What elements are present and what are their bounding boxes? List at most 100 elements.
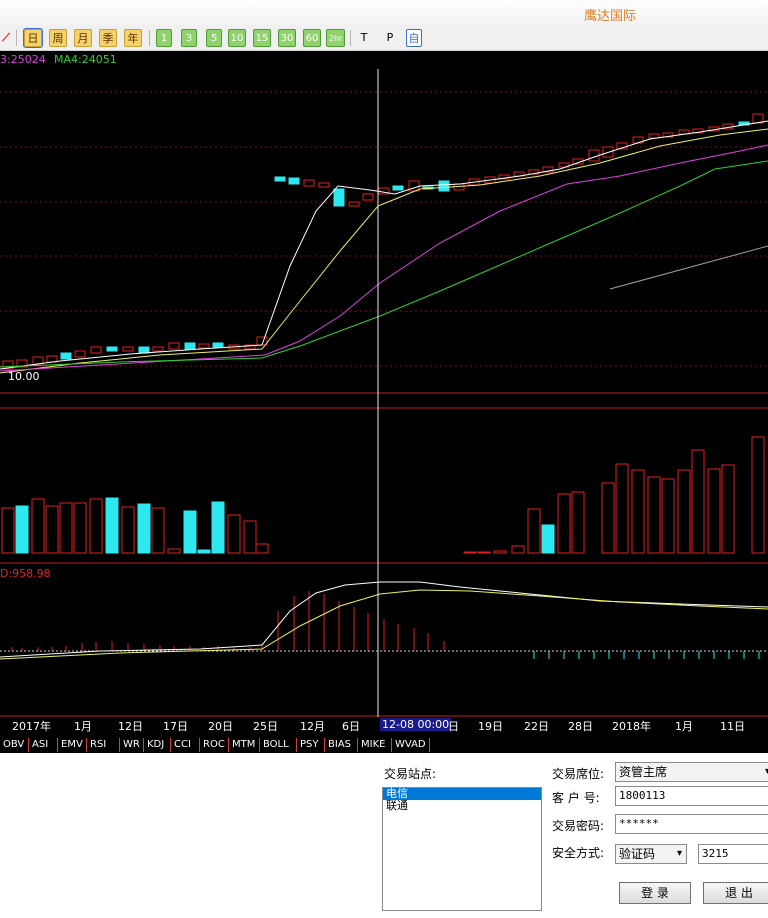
chevron-down-icon: ▾ <box>676 848 682 859</box>
date-axis-label: 17日 <box>163 720 188 733</box>
date-axis-label: 25日 <box>253 720 278 733</box>
volume-bar <box>677 469 691 554</box>
volume-bar <box>255 543 269 554</box>
minute-5-button[interactable]: 5 <box>206 29 222 47</box>
volume-bar <box>557 493 571 554</box>
captcha-field[interactable]: 3215 <box>698 844 768 864</box>
period-day-button[interactable]: 日 <box>23 28 43 48</box>
tick-chart-button[interactable]: T <box>360 31 368 44</box>
chevron-down-icon: ▾ <box>764 766 768 777</box>
volume-bar <box>721 464 735 554</box>
candle <box>572 158 584 165</box>
candle <box>333 188 345 207</box>
tab-mike[interactable]: MIKE <box>358 738 392 752</box>
draw-line-icon[interactable]: ⟋ <box>2 31 10 44</box>
minute-10-button[interactable]: 10 <box>228 29 246 47</box>
date-axis-label: 日 <box>448 720 459 733</box>
minute-1-button[interactable]: 1 <box>156 29 172 47</box>
tab-emv[interactable]: EMV <box>58 738 87 752</box>
candle <box>392 185 404 191</box>
date-axis-label: 28日 <box>568 720 593 733</box>
minute-15-button[interactable]: 15 <box>253 29 271 47</box>
minute-3-button[interactable]: 3 <box>181 29 197 47</box>
candle <box>74 350 86 358</box>
chart-canvas[interactable] <box>0 51 768 737</box>
indicator-tabs: OBV ASI EMV RSI WR KDJ CCI ROC MTM BOLL PSY BIAS MIK… <box>0 737 768 753</box>
volume-bar <box>137 503 151 554</box>
tab-bias[interactable]: BIAS <box>325 738 358 752</box>
seat-select[interactable]: 资管主席 ▾ <box>615 762 768 782</box>
volume-bar <box>45 505 59 554</box>
volume-bar <box>211 501 225 554</box>
volume-bar <box>493 550 507 554</box>
date-axis-label: 2017年 <box>12 720 51 733</box>
volume-bar <box>647 476 661 554</box>
exit-button[interactable]: 退 出 <box>703 882 768 904</box>
volume-bar <box>541 524 555 554</box>
candle <box>90 346 102 354</box>
minute-60-button[interactable]: 60 <box>303 29 321 47</box>
date-axis-label: 19日 <box>478 720 503 733</box>
tab-wvad[interactable]: WVAD <box>392 738 430 752</box>
ma4-line <box>0 160 768 368</box>
volume-bar <box>511 545 525 554</box>
date-axis-label: 12日 <box>118 720 143 733</box>
ma3-line <box>0 144 768 372</box>
password-label: 交易密码: <box>552 819 605 833</box>
candle <box>16 359 28 368</box>
candle <box>692 128 704 134</box>
period-month-button[interactable]: 月 <box>74 29 92 47</box>
security-value: 验证码 <box>619 847 656 861</box>
tab-rsi[interactable]: RSI <box>87 738 120 752</box>
candle <box>212 342 224 348</box>
station-list[interactable]: 电信 联通 <box>382 787 542 911</box>
station-item-telecom[interactable]: 电信 <box>383 788 541 800</box>
volume-bar <box>73 502 87 554</box>
candle <box>303 179 315 187</box>
login-button[interactable]: 登 录 <box>619 882 691 904</box>
auto-button[interactable]: 自 <box>406 29 422 47</box>
password-field[interactable]: ****** <box>615 814 768 834</box>
macd-label: D:958.98 <box>0 567 51 580</box>
tab-boll[interactable]: BOLL <box>260 738 297 752</box>
tab-cci[interactable]: CCI <box>171 738 200 752</box>
station-label: 交易站点: <box>384 767 437 781</box>
tab-obv[interactable]: OBV <box>0 738 29 752</box>
date-axis-label: 22日 <box>524 720 549 733</box>
kline-chart[interactable]: 3:25024 MA4:24051 10.00 D:958.98 2017年 1月… <box>0 51 768 753</box>
tab-wr[interactable]: WR <box>120 738 144 752</box>
tab-roc[interactable]: ROC <box>200 738 229 752</box>
security-select[interactable]: 验证码 ▾ <box>615 844 687 864</box>
date-axis-label: 6日 <box>342 720 360 733</box>
minute-30-button[interactable]: 30 <box>278 29 296 47</box>
station-item-unicom[interactable]: 联通 <box>386 799 408 812</box>
hour-2-button[interactable]: 2hr <box>326 29 345 47</box>
candle <box>318 182 330 188</box>
period-week-button[interactable]: 周 <box>49 29 67 47</box>
volume-bar <box>183 510 197 554</box>
tab-kdj[interactable]: KDJ <box>144 738 171 752</box>
seat-value: 资管主席 <box>619 765 668 779</box>
volume-bar <box>691 449 705 554</box>
volume-bar <box>59 502 73 554</box>
title-bar: 鹰达国际 <box>0 0 768 25</box>
tab-psy[interactable]: PSY <box>297 738 325 752</box>
candle <box>288 177 300 185</box>
volume-bar <box>571 491 585 554</box>
period-quarter-button[interactable]: 季 <box>99 29 117 47</box>
p-button[interactable]: P <box>386 31 394 44</box>
ma3-legend: 3:25024 <box>0 53 46 66</box>
toolbar-separator <box>350 30 351 46</box>
dea-line <box>0 589 768 660</box>
candle <box>348 201 360 207</box>
tab-mtm[interactable]: MTM <box>229 738 260 752</box>
tab-asi[interactable]: ASI <box>29 738 58 752</box>
security-label: 安全方式: <box>552 846 605 860</box>
period-year-button[interactable]: 年 <box>124 29 142 47</box>
ma4-legend: MA4:24051 <box>54 53 117 66</box>
account-field[interactable]: 1800113 <box>615 786 768 806</box>
candle <box>602 146 614 158</box>
candle <box>152 346 164 352</box>
volume-bar <box>1 507 15 554</box>
candle <box>362 193 374 201</box>
